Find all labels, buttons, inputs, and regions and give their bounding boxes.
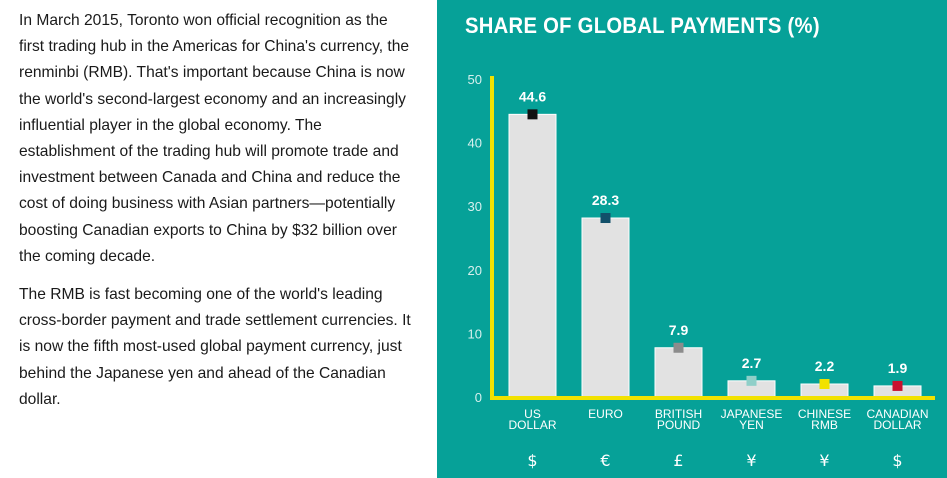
bar-marker bbox=[819, 379, 830, 390]
bar-marker bbox=[673, 342, 684, 353]
x-tick-label: JAPANESE YEN bbox=[721, 407, 783, 432]
currency-symbol: $ bbox=[892, 451, 902, 470]
currency-symbol: ¥ bbox=[746, 451, 756, 470]
x-tick-label-line: BRITISH bbox=[655, 407, 702, 421]
x-tick-label-line: JAPANESE bbox=[721, 407, 783, 421]
x-tick-label-line: DOLLAR bbox=[873, 418, 921, 432]
x-tick-label: US DOLLAR bbox=[508, 407, 556, 432]
chart-title: SHARE OF GLOBAL PAYMENTS (%) bbox=[465, 13, 820, 38]
currency-symbol: ¥ bbox=[819, 451, 829, 470]
currency-symbol: $ bbox=[527, 451, 537, 470]
x-tick-label: CHINESE RMB bbox=[798, 407, 851, 432]
x-tick-label-line: RMB bbox=[811, 418, 838, 432]
bar bbox=[508, 113, 557, 399]
data-label: 1.9 bbox=[888, 360, 908, 376]
y-tick-label: 50 bbox=[468, 72, 482, 87]
x-tick-label-line: EURO bbox=[588, 407, 623, 421]
y-tick-label: 40 bbox=[468, 136, 482, 151]
currency-symbol: € bbox=[600, 451, 610, 470]
data-label: 28.3 bbox=[592, 192, 619, 208]
x-tick-label: EURO bbox=[588, 407, 623, 421]
bar bbox=[581, 217, 630, 399]
y-tick-label: 10 bbox=[468, 326, 482, 341]
currency-symbol: £ bbox=[673, 451, 683, 470]
x-tick-label-line: YEN bbox=[739, 418, 764, 432]
data-label: 2.2 bbox=[815, 358, 835, 374]
bar-marker bbox=[892, 380, 903, 391]
data-label: 7.9 bbox=[669, 322, 689, 338]
x-tick-label-line: CHINESE bbox=[798, 407, 851, 421]
bar bbox=[654, 347, 703, 399]
y-tick-label: 20 bbox=[468, 263, 482, 278]
x-tick-label: CANADIAN DOLLAR bbox=[866, 407, 928, 432]
article-paragraph-1: In March 2015, Toronto won official reco… bbox=[19, 12, 410, 265]
x-tick-label-line: CANADIAN bbox=[866, 407, 928, 421]
chart-panel: 0 10 20 30 40 50 44.6 US DOLLAR $28.3 EURO €7.9 BRIT… bbox=[437, 0, 947, 478]
data-label: 44.6 bbox=[519, 88, 546, 104]
data-label: 2.7 bbox=[742, 355, 762, 371]
x-tick-label-line: US bbox=[524, 407, 541, 421]
bar-marker bbox=[527, 109, 538, 120]
bar-marker bbox=[600, 213, 611, 224]
y-tick-label: 0 bbox=[475, 390, 482, 405]
x-tick-label-line: POUND bbox=[657, 418, 701, 432]
article-text: In March 2015, Toronto won official reco… bbox=[19, 8, 411, 425]
x-tick-label-line: DOLLAR bbox=[508, 418, 556, 432]
article-paragraph-2: The RMB is fast becoming one of the worl… bbox=[19, 286, 411, 408]
x-tick-label: BRITISH POUND bbox=[655, 407, 702, 432]
y-tick-label: 30 bbox=[468, 199, 482, 214]
bar-marker bbox=[746, 375, 757, 386]
